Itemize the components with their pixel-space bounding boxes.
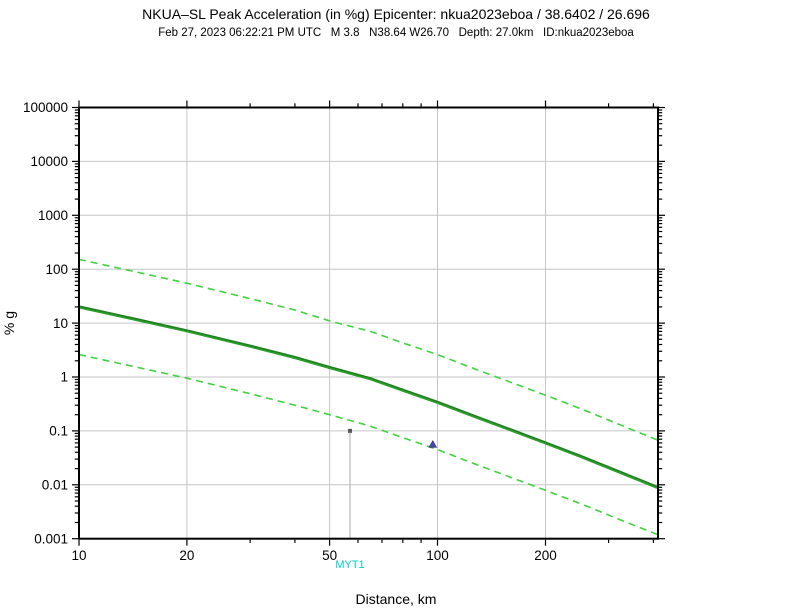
- y-tick-label: 100000: [23, 100, 68, 115]
- plot-frame: [78, 106, 659, 540]
- x-tick-label: 50: [322, 548, 337, 563]
- station-triangle-marker: [428, 440, 438, 448]
- median-curve: [78, 305, 658, 489]
- y-tick-label: 1: [60, 370, 68, 385]
- chart-subtitle: Feb 27, 2023 06:22:21 PM UTC M 3.8 N38.6…: [158, 27, 634, 39]
- upper-bound-curve: [78, 258, 658, 441]
- y-tick-label: 0.1: [49, 424, 68, 439]
- y-tick-label: 10: [53, 316, 68, 331]
- y-tick-label: 0.001: [34, 531, 68, 546]
- y-tick-label: 10000: [30, 154, 68, 169]
- x-tick-label: 100: [426, 548, 449, 563]
- y-tick-label: 1000: [38, 208, 68, 223]
- y-tick-label: 100: [45, 262, 68, 277]
- x-tick-label: 10: [71, 548, 86, 563]
- x-axis-label: Distance, km: [355, 591, 437, 607]
- x-tick-label: 200: [534, 548, 557, 563]
- median-curve-highlight: [78, 306, 658, 489]
- lower-bound-curve: [78, 353, 658, 536]
- y-tick-label: 0.01: [42, 478, 68, 493]
- chart-title: NKUA–SL Peak Acceleration (in %g) Epicen…: [142, 6, 650, 22]
- station-dot-marker: [348, 428, 352, 433]
- station-label: MYT1: [335, 559, 364, 571]
- y-axis-label: % g: [1, 310, 17, 336]
- x-tick-label: 20: [179, 548, 194, 563]
